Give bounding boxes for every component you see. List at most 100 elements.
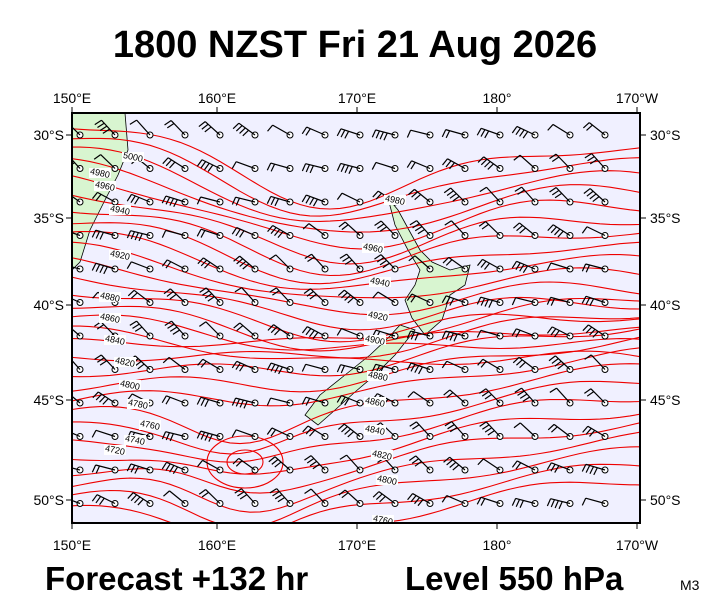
wind-barb [164, 120, 172, 126]
wind-barb [162, 356, 170, 364]
wind-barb [484, 427, 493, 433]
wind-barb [376, 223, 385, 229]
wind-shaft [340, 162, 361, 170]
wind-shaft [485, 221, 501, 236]
wind-barb [453, 333, 458, 342]
wind-shaft [553, 423, 571, 437]
wind-shaft [521, 186, 536, 203]
wind-barb [581, 295, 587, 304]
wind-barb [340, 129, 346, 138]
wind-barb [236, 325, 244, 332]
wind-barb [514, 387, 522, 393]
wind-shaft [270, 397, 291, 404]
wind-shaft [585, 497, 606, 505]
wind-shaft [550, 498, 571, 505]
wind-barb [96, 324, 105, 330]
wind-barb [477, 258, 483, 266]
wind-barb [441, 495, 448, 503]
wind-barb [341, 426, 348, 433]
wind-shaft [483, 458, 501, 471]
wind-barb [312, 198, 319, 207]
wind-shaft [97, 191, 116, 203]
wind-shaft [346, 454, 361, 471]
wind-shaft [167, 157, 186, 170]
wind-shaft [274, 456, 291, 471]
wind-barb [91, 464, 97, 473]
wind-barb [586, 391, 595, 397]
wind-shaft [96, 494, 116, 505]
wind-barb [511, 126, 518, 134]
wind-barb [270, 227, 277, 235]
wind-shaft [414, 188, 431, 203]
wind-barb [481, 223, 489, 230]
wind-barb [95, 393, 103, 401]
contour-label-box [369, 277, 391, 287]
wind-barb [480, 297, 486, 306]
contour-line [72, 328, 640, 378]
wind-shaft [590, 388, 606, 404]
contour-label: 4860 [364, 395, 386, 409]
contour-label: 4960 [362, 241, 384, 255]
contour-label-box [384, 195, 406, 205]
wind-barb [551, 426, 558, 433]
contour-line [72, 398, 640, 463]
wind-barb [269, 488, 277, 494]
wind-shaft [133, 289, 151, 303]
wind-shaft [480, 127, 501, 136]
wind-barb [482, 424, 490, 430]
wind-barb [197, 358, 204, 366]
wind-shaft [235, 397, 256, 404]
wind-barb [585, 465, 591, 473]
wind-barb [268, 456, 276, 463]
wind-barb [412, 223, 420, 229]
wind-shaft [305, 396, 326, 404]
wind-barb [372, 190, 379, 198]
wind-barb [163, 490, 170, 497]
wind-barb [305, 328, 312, 336]
lon-label-bottom: 170°W [616, 537, 659, 553]
wind-shaft [585, 463, 606, 471]
wind-barb [304, 253, 312, 260]
wind-barb [408, 188, 415, 196]
wind-barb [235, 125, 243, 132]
wind-barb [582, 122, 590, 129]
wind-barb [164, 320, 172, 326]
wind-barb [519, 393, 528, 399]
wind-shaft [165, 195, 186, 203]
wind-barb [476, 296, 482, 305]
wind-barb [408, 455, 417, 462]
wind-barb [410, 364, 416, 372]
wind-shaft [480, 496, 501, 505]
wind-shaft [95, 229, 116, 237]
wind-barb [232, 122, 240, 130]
wind-barb [550, 463, 556, 472]
wind-shaft [100, 354, 116, 370]
wind-barb [271, 458, 279, 465]
wind-barb [173, 199, 178, 207]
wind-barb [301, 364, 307, 372]
wind-shaft [486, 186, 501, 203]
lon-label-bottom: 180° [483, 537, 512, 553]
wind-barb [340, 365, 346, 374]
wind-barb [235, 197, 241, 206]
wind-barb [65, 432, 69, 439]
wind-shaft [550, 262, 571, 270]
wind-barb [306, 458, 315, 464]
wind-barb [239, 260, 247, 267]
contour-line [72, 230, 640, 290]
wind-shaft [270, 195, 291, 203]
wind-barb [197, 257, 204, 265]
wind-barb [477, 358, 484, 366]
wind-barb [274, 461, 282, 468]
wind-barb [57, 429, 61, 436]
wind-shaft [519, 154, 536, 169]
wind-barb [266, 427, 273, 435]
wind-barb [305, 196, 311, 204]
wind-barb [546, 462, 552, 471]
wind-barb [134, 326, 143, 332]
title: 1800 NZST Fri 21 Aug 2026 [113, 24, 597, 66]
wind-barb [169, 198, 175, 206]
wind-barb [339, 454, 347, 460]
contour-label-box [139, 420, 161, 430]
